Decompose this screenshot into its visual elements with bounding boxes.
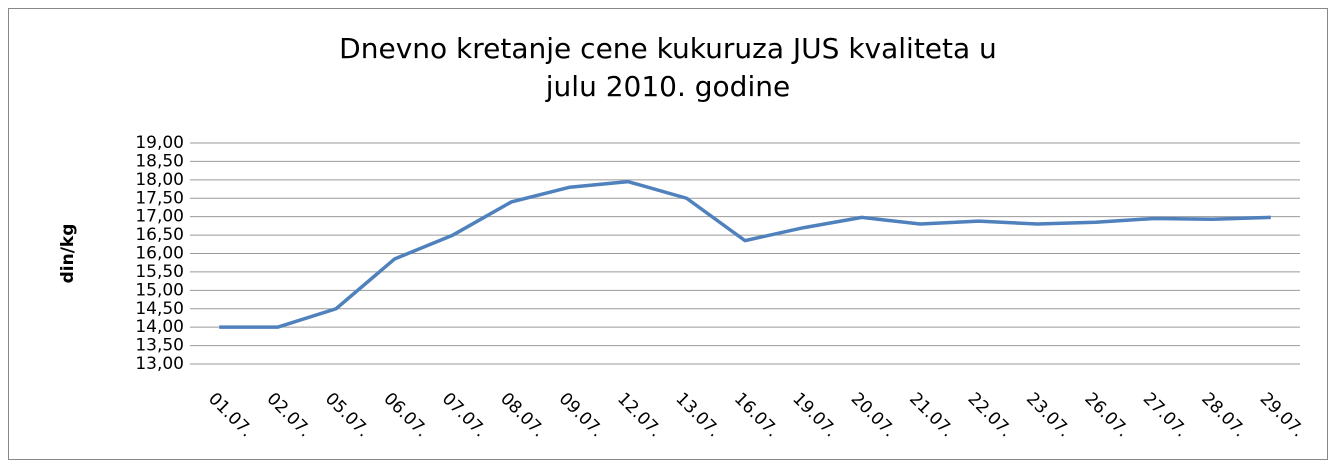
x-tick-label: 29.07.	[1256, 389, 1308, 441]
x-tick-label: 23.07.	[1022, 389, 1074, 441]
x-tick-label: 28.07.	[1197, 389, 1249, 441]
y-tick-label: 16,50	[135, 225, 184, 245]
x-tick-label: 27.07.	[1139, 389, 1191, 441]
x-tick-label: 21.07.	[905, 389, 957, 441]
chart-frame	[8, 8, 1328, 460]
x-tick-label: 16.07.	[730, 389, 782, 441]
y-tick-label: 18,00	[135, 170, 184, 190]
y-tick-label: 13,00	[135, 354, 184, 374]
chart-title: Dnevno kretanje cene kukuruza JUS kvalit…	[339, 32, 997, 103]
x-tick-label: 20.07.	[847, 389, 899, 441]
y-tick-label: 19,00	[135, 133, 184, 153]
y-tick-label: 17,50	[135, 188, 184, 208]
x-tick-label: 06.07.	[379, 389, 431, 441]
y-tick-label: 14,50	[135, 299, 184, 319]
y-axis-label: din/kg	[58, 224, 78, 284]
x-tick-label: 07.07.	[438, 389, 490, 441]
y-tick-label: 15,50	[135, 262, 184, 282]
x-tick-label: 08.07.	[496, 389, 548, 441]
x-tick-label: 09.07.	[555, 389, 607, 441]
x-tick-label: 26.07.	[1080, 389, 1132, 441]
y-tick-label: 17,00	[135, 207, 184, 227]
x-tick-label: 01.07.	[204, 389, 256, 441]
x-tick-label: 22.07.	[964, 389, 1016, 441]
y-tick-label: 16,00	[135, 244, 184, 264]
x-tick-label: 05.07.	[321, 389, 373, 441]
x-tick-label: 13.07.	[672, 389, 724, 441]
data-line	[219, 179, 1271, 329]
x-tick-label: 12.07.	[613, 389, 665, 441]
y-tick-label: 18,50	[135, 151, 184, 171]
y-tick-label: 13,50	[135, 336, 184, 356]
y-tick-label: 14,00	[135, 317, 184, 337]
x-tick-label: 02.07.	[263, 389, 315, 441]
y-tick-label: 15,00	[135, 280, 184, 300]
x-tick-label: 19.07.	[788, 389, 840, 441]
